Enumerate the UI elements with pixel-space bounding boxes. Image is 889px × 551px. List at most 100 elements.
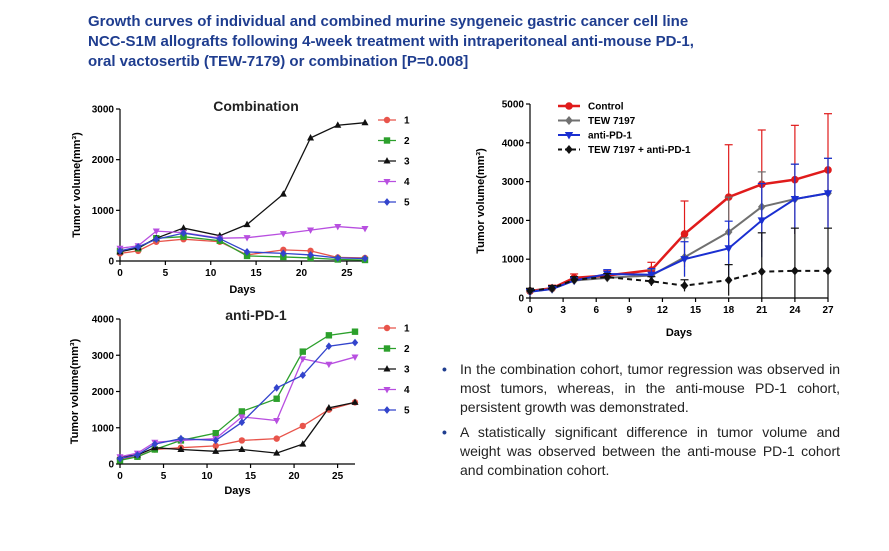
- data-point: [680, 281, 689, 291]
- data-point: [299, 348, 306, 355]
- data-point: [299, 371, 306, 380]
- data-point: [791, 266, 799, 276]
- legend-marker: [383, 157, 391, 164]
- legend-label: 4: [404, 385, 410, 396]
- data-point: [273, 435, 280, 442]
- x-tick-label: 20: [296, 268, 308, 279]
- series-3: [116, 398, 359, 460]
- data-point: [134, 451, 141, 459]
- chart-title: Combination: [213, 98, 299, 114]
- data-point: [238, 414, 246, 421]
- data-point: [334, 223, 342, 231]
- legend-item: TEW 7197 + anti-PD-1: [558, 144, 691, 156]
- y-tick-label: 1000: [502, 255, 525, 266]
- data-point: [180, 229, 187, 237]
- data-point: [243, 248, 251, 256]
- x-tick-label: 20: [289, 471, 301, 482]
- y-tick-label: 1000: [92, 423, 115, 434]
- legend-item: TEW 7197: [558, 115, 636, 127]
- data-point: [334, 121, 342, 128]
- data-point: [212, 447, 220, 454]
- legend-label: 1: [404, 116, 410, 127]
- x-tick-label: 0: [527, 305, 533, 316]
- data-point: [116, 454, 124, 463]
- series-line: [119, 232, 366, 260]
- data-point: [823, 190, 833, 198]
- x-tick-label: 15: [245, 471, 257, 482]
- legend-marker: [383, 345, 391, 352]
- data-point: [238, 418, 246, 427]
- series-line: [119, 331, 356, 462]
- x-tick-label: 9: [627, 305, 633, 316]
- legend-marker: [383, 116, 391, 124]
- summary-chart: 0 3 6 9 12 15 18 21 24 27 0 1000 2000 3000 4000 5000 Day…: [475, 100, 834, 340]
- x-tick-label: 5: [163, 268, 169, 279]
- data-point: [116, 247, 124, 255]
- legend-item: 3: [378, 157, 410, 168]
- finding-text: A statistically significant difference i…: [460, 424, 840, 478]
- legend-label: 1: [404, 324, 410, 335]
- data-point: [243, 235, 251, 242]
- y-tick-label: 4000: [502, 138, 525, 149]
- legend-label: 4: [404, 177, 410, 188]
- data-point: [299, 440, 307, 447]
- data-point: [279, 231, 287, 238]
- chart-title: anti-PD-1: [225, 307, 287, 323]
- data-point: [280, 249, 287, 258]
- legend-item: 1: [378, 116, 410, 127]
- series-line: [119, 401, 356, 458]
- data-point: [134, 242, 142, 251]
- x-tick-label: 12: [657, 305, 669, 316]
- data-point: [647, 271, 656, 280]
- legend-label: 3: [404, 365, 410, 376]
- data-point: [325, 403, 333, 411]
- x-tick-label: 0: [117, 471, 123, 482]
- x-tick-label: 0: [117, 268, 123, 279]
- legend-label: 5: [404, 198, 410, 209]
- data-point: [238, 445, 246, 453]
- legend-marker: [565, 102, 573, 110]
- bullet-icon: •: [442, 424, 447, 440]
- bullet-icon: •: [442, 361, 447, 377]
- legend-item: anti-PD-1: [558, 131, 632, 142]
- series-line: [529, 192, 829, 293]
- legend-label: TEW 7197 + anti-PD-1: [588, 145, 691, 156]
- data-point: [299, 356, 307, 363]
- legend-marker: [564, 131, 574, 140]
- data-point: [757, 217, 766, 225]
- x-tick-label: 25: [341, 268, 353, 279]
- title-line: NCC-S1M allografts following 4-week trea…: [88, 33, 694, 50]
- data-point: [680, 256, 689, 264]
- x-tick-label: 10: [201, 471, 213, 482]
- finding-text: In the combination cohort, tumor regress…: [460, 361, 840, 415]
- y-tick-label: 0: [108, 257, 114, 268]
- series-5: [116, 229, 369, 263]
- legend-marker: [383, 324, 391, 332]
- data-point: [603, 272, 612, 282]
- x-axis-title: Days: [224, 485, 250, 497]
- y-tick-label: 4000: [92, 315, 115, 326]
- legend-item: Control: [558, 102, 624, 113]
- legend-marker: [383, 406, 391, 414]
- legend-label: TEW 7197: [588, 116, 636, 127]
- data-point: [179, 224, 188, 231]
- y-axis-title: Tumor volume(mm³): [71, 132, 83, 238]
- data-point: [680, 230, 689, 238]
- x-axis-title: Days: [666, 327, 692, 339]
- x-axis-title: Days: [229, 284, 255, 296]
- y-tick-label: 1000: [92, 206, 115, 217]
- legend-marker: [565, 144, 573, 155]
- data-point: [212, 429, 219, 437]
- legend-item: 5: [378, 406, 410, 417]
- data-point: [243, 252, 251, 260]
- data-point: [351, 328, 359, 335]
- data-point: [526, 286, 534, 296]
- series-tew-7197-anti-pd-1: [526, 227, 832, 298]
- legend-marker: [383, 198, 391, 206]
- legend-marker: [565, 115, 573, 126]
- x-tick-label: 27: [822, 305, 834, 316]
- data-point: [273, 417, 281, 425]
- data-point: [212, 442, 219, 450]
- series-line: [119, 341, 356, 460]
